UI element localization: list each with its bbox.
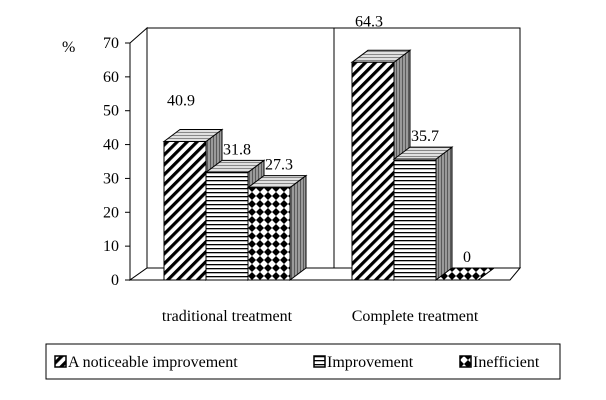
data-label: 40.9 [167, 93, 195, 110]
bar-front [205, 171, 249, 281]
y-tick-label: 60 [103, 69, 119, 86]
legend-item: Improvement [313, 354, 414, 371]
data-label: 35.7 [411, 128, 439, 145]
y-axis-ticks: 0 10 20 30 40 50 60 70 [103, 35, 130, 289]
y-tick-label: 70 [103, 35, 119, 52]
data-label: 64.3 [355, 13, 383, 30]
legend-swatch [313, 355, 326, 368]
legend-swatch [54, 355, 67, 368]
y-tick-label: 10 [103, 238, 119, 255]
y-tick-label: 30 [103, 170, 119, 187]
bar-side [289, 174, 307, 281]
side-wall [129, 26, 148, 281]
legend-label: Inefficient [473, 354, 540, 371]
bar-front [351, 61, 395, 281]
legend-item: Inefficient [459, 354, 540, 371]
data-label: 0 [463, 249, 471, 266]
category-labels: traditional treatment Complete treatment [162, 308, 479, 325]
bar-top [434, 267, 496, 281]
bar-front [163, 141, 207, 281]
legend-item: A noticeable improvement [54, 354, 238, 371]
category-label: traditional treatment [162, 308, 293, 325]
y-tick-label: 0 [111, 272, 119, 289]
y-tick-label: 50 [103, 103, 119, 120]
bar [246, 174, 308, 281]
legend-swatch [459, 355, 472, 368]
legend-label: Improvement [327, 354, 414, 371]
bar-front [247, 187, 291, 281]
legend-box [45, 343, 561, 380]
bar-side [435, 146, 453, 281]
category-label: Complete treatment [352, 308, 479, 325]
data-label: 31.8 [223, 141, 251, 158]
y-tick-label: 20 [103, 204, 119, 221]
legend: A noticeable improvement Improvement Ineff… [45, 343, 561, 380]
y-tick-label: 40 [103, 137, 119, 154]
y-axis-unit-label: % [62, 39, 75, 56]
bar [392, 146, 454, 281]
legend-label: A noticeable improvement [68, 354, 238, 371]
bars [162, 49, 496, 281]
data-label: 27.3 [265, 157, 293, 174]
data-labels: 40.9 31.8 27.3 64.3 35.7 0 [167, 13, 471, 266]
bar [434, 267, 496, 281]
bar-front [393, 158, 437, 281]
